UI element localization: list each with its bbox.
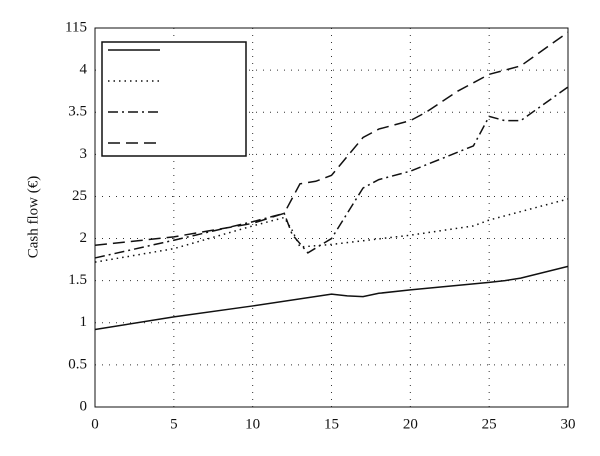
x-tick-label: 10 (245, 416, 260, 432)
line-series (94, 265, 569, 331)
y-tick-label: 0.5 (68, 356, 87, 372)
y-tick-label: 0 (80, 398, 88, 414)
y-tick-label: 1 (80, 314, 88, 330)
x-tick-label: 30 (561, 416, 576, 432)
x-tick-label: 15 (324, 416, 339, 432)
y-tick-label: 25 (72, 188, 87, 204)
plot-frame (94, 27, 569, 408)
x-tick-label: 25 (482, 416, 497, 432)
line-series (94, 31, 569, 247)
y-tick-label: 3.5 (68, 104, 87, 120)
y-tick-label: 115 (65, 19, 87, 35)
line-series (94, 86, 569, 259)
y-tick-label: 1.5 (68, 272, 87, 288)
legend-box (101, 41, 247, 157)
y-tick-label: 2 (80, 230, 88, 246)
x-tick-label: 20 (403, 416, 418, 432)
x-tick-label: 0 (91, 416, 99, 432)
y-tick-label: 4 (80, 62, 88, 78)
y-axis-label: Cash flow (€) (25, 176, 41, 259)
y-tick-label: 3 (80, 146, 88, 162)
x-tick-label: 5 (170, 416, 178, 432)
